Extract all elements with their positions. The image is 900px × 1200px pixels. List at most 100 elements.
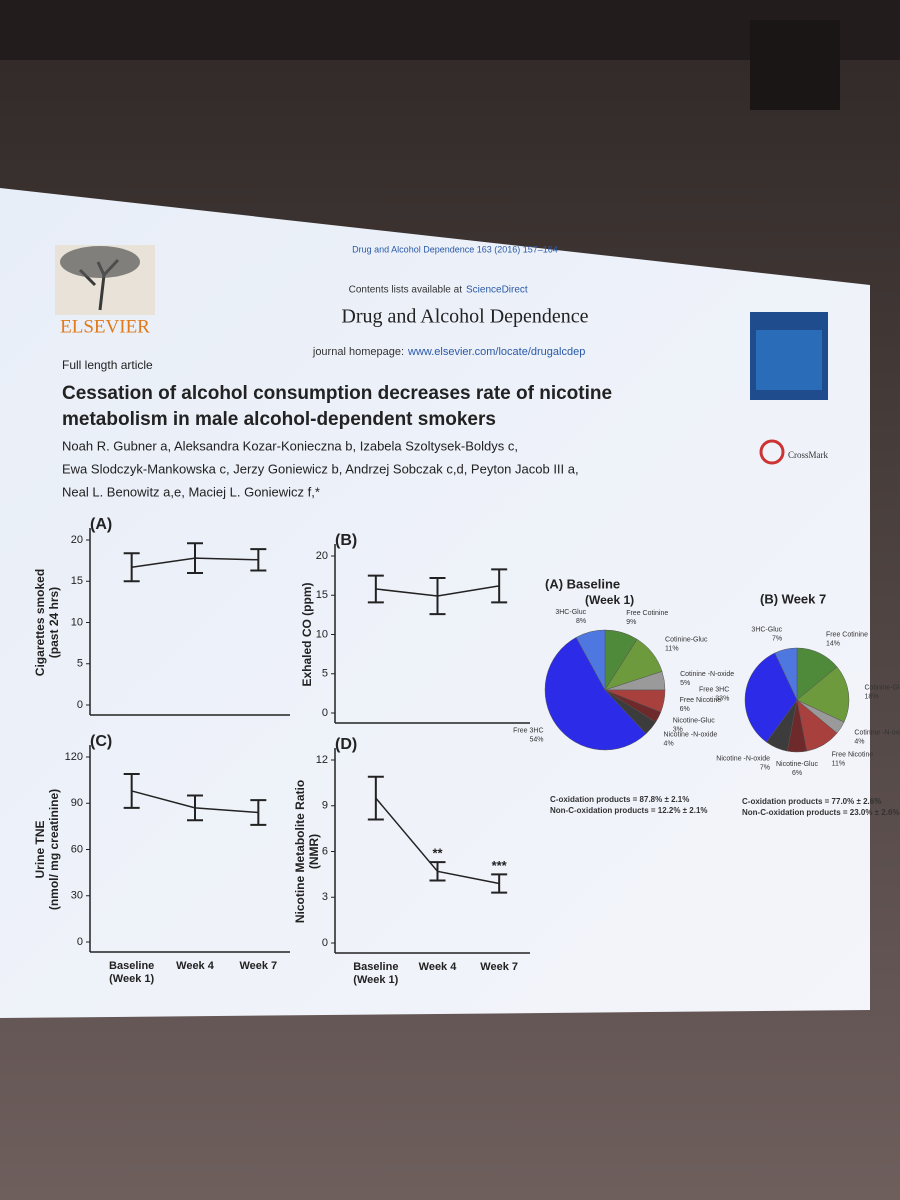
pie-slice	[544, 637, 647, 751]
slice-label: Nicotine -N-oxide	[664, 731, 718, 738]
contents-link[interactable]: ScienceDirect	[466, 285, 528, 296]
crossmark-icon	[759, 439, 785, 465]
slice-value: 6%	[680, 706, 690, 713]
x-tick-label: Week 4	[176, 960, 214, 972]
pie-subtitle: (Week 1)	[585, 593, 634, 607]
y-tick-label: 5	[77, 658, 83, 670]
slice-value: 5%	[680, 680, 690, 687]
slice-value: 11%	[665, 645, 679, 652]
x-tick-label: Baseline (Week 1)	[353, 961, 399, 986]
slice-label: Cotinine-Gluc	[665, 636, 708, 643]
error-bar	[250, 799, 267, 826]
significance: **	[432, 846, 443, 861]
error-bar	[187, 542, 203, 574]
slice-value: 33%	[715, 695, 729, 702]
panel-label: (C)	[90, 733, 112, 750]
slice-value: 6%	[792, 770, 802, 777]
author-line: Noah R. Gubner a, Aleksandra Kozar-Konie…	[62, 438, 518, 453]
error-bar	[123, 772, 140, 809]
error-bar	[187, 794, 203, 822]
y-tick-label: 10	[71, 616, 83, 628]
error-bar	[429, 576, 446, 616]
y-axis-label: Nicotine Metabolite Ratio	[293, 780, 307, 923]
pie-slice	[744, 652, 798, 743]
slice-value: 8%	[576, 618, 586, 625]
y-axis-label: Cigarettes smoked	[33, 569, 47, 676]
error-bar	[367, 775, 384, 821]
slice-value: 4%	[664, 740, 674, 747]
slice-label: Cotinine -N-oxide	[854, 729, 900, 736]
y-tick-label: 12	[316, 754, 328, 766]
homepage-text: journal homepage:	[312, 346, 404, 358]
pie-note: C-oxidation products = 77.0% ± 2.6%	[742, 797, 881, 806]
slice-label: Free 3HC	[513, 728, 543, 735]
pie-slice	[796, 666, 850, 723]
y-tick-label: 0	[322, 707, 328, 719]
slice-label: Nicotine -N-oxide	[716, 755, 770, 762]
error-bar	[367, 574, 384, 604]
slice-label: Cotinine-Gluc	[864, 684, 900, 691]
slice-value: 54%	[529, 737, 543, 744]
y-tick-label: 10	[316, 628, 328, 640]
pie-note: Non-C-oxidation products = 23.0% ± 2.6%	[742, 808, 900, 817]
y-tick-label: 0	[77, 936, 83, 948]
slice-label: 3HC-Gluc	[555, 609, 586, 616]
slide	[0, 188, 870, 1018]
article-title: metabolism in male alcohol-dependent smo…	[62, 409, 496, 430]
x-tick-label: Baseline (Week 1)	[109, 960, 155, 985]
citation: Drug and Alcohol Dependence 163 (2016) 1…	[352, 244, 558, 254]
x-tick-label: Week 4	[418, 961, 457, 973]
y-tick-label: 30	[71, 890, 83, 902]
slice-value: 4%	[854, 738, 864, 745]
y-tick-label: 90	[71, 797, 83, 809]
crossmark[interactable]: CrossMark	[788, 450, 828, 460]
y-tick-label: 6	[322, 845, 328, 857]
y-tick-label: 9	[322, 800, 328, 812]
homepage-link[interactable]: www.elsevier.com/locate/drugalcdep	[407, 346, 585, 358]
y-tick-label: 0	[322, 937, 328, 949]
slice-value: 7%	[760, 764, 770, 771]
y-axis-label: (past 24 hrs)	[47, 587, 61, 658]
contents-text: Contents lists available at	[349, 285, 463, 296]
pie-title: (B) Week 7	[760, 591, 826, 606]
slice-label: Nicotine-Gluc	[776, 761, 819, 768]
slice-label: Free Cotinine	[626, 610, 668, 617]
pie-slice	[575, 629, 606, 691]
y-axis-label: (NMR)	[307, 834, 321, 869]
error-bar	[491, 873, 508, 894]
y-tick-label: 20	[316, 550, 328, 562]
slice-value: 9%	[626, 619, 636, 626]
slice-value: 7%	[772, 635, 782, 642]
error-bar	[250, 548, 267, 572]
y-tick-label: 120	[65, 751, 83, 763]
error-bar	[491, 568, 508, 604]
journal-name: Drug and Alcohol Dependence	[341, 306, 588, 328]
slice-label: Nicotine-Gluc	[673, 717, 716, 724]
pie-slice	[774, 647, 798, 701]
y-tick-label: 5	[322, 668, 328, 680]
elsevier-logo: ELSEVIER	[55, 245, 155, 337]
publisher: ELSEVIER	[60, 316, 150, 337]
y-axis-label: Exhaled CO (ppm)	[300, 582, 314, 686]
author-line: Neal L. Benowitz a,e, Maciej L. Goniewic…	[62, 484, 320, 499]
slice-value: 11%	[832, 760, 846, 767]
slice-label: Free Cotinine	[826, 631, 868, 638]
y-tick-label: 15	[316, 589, 328, 601]
y-tick-label: 15	[71, 575, 83, 587]
pie-note: Non-C-oxidation products = 12.2% ± 2.1%	[550, 806, 708, 815]
x-tick-label: Week 7	[239, 960, 278, 972]
slice-label: Free Nicotine	[680, 697, 722, 704]
significance: ***	[492, 858, 508, 873]
cover-image	[756, 330, 822, 390]
pie-title: (A) Baseline	[545, 576, 620, 591]
y-tick-label: 3	[322, 891, 328, 903]
article-title: Cessation of alcohol consumption decreas…	[62, 383, 612, 404]
article-kind: Full length article	[62, 358, 153, 372]
panel-label: (B)	[335, 532, 357, 549]
panel-label: (A)	[90, 516, 112, 533]
slice-label: 3HC-Gluc	[751, 626, 782, 633]
slice-value: 3%	[673, 726, 683, 733]
projector	[750, 20, 840, 110]
